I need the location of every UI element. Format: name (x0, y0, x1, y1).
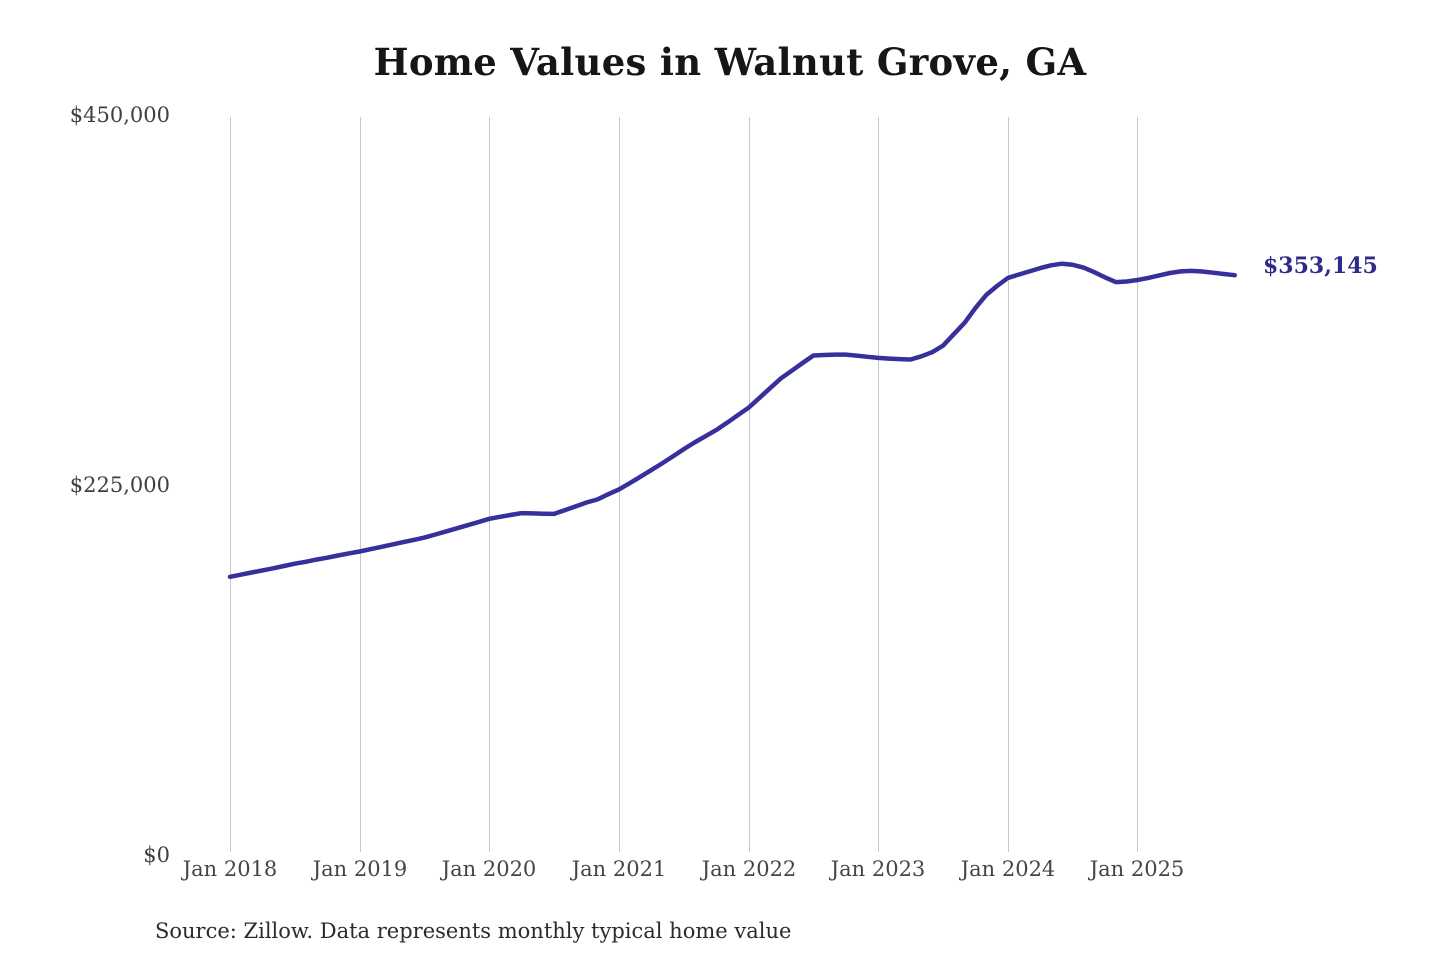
gridline (878, 117, 879, 852)
x-axis-tick-jan-2018: Jan 2018 (182, 857, 278, 881)
home-value-line-path (227, 261, 1237, 580)
latest-value-label: $353,145 (1263, 253, 1378, 279)
x-axis-tick-jan-2019: Jan 2019 (312, 857, 408, 881)
x-axis-tick-jan-2022: Jan 2022 (701, 857, 797, 881)
x-axis-tick-jan-2024: Jan 2024 (960, 857, 1056, 881)
gridline (749, 117, 750, 852)
y-axis-tick-450000: $450,000 (69, 103, 170, 127)
gridline (489, 117, 490, 852)
gridline (1008, 117, 1009, 852)
chart-title: Home Values in Walnut Grove, GA (373, 40, 1087, 84)
gridline (1137, 117, 1138, 852)
x-axis-tick-jan-2025: Jan 2025 (1089, 857, 1185, 881)
gridline (230, 117, 231, 852)
x-axis-tick-jan-2021: Jan 2021 (571, 857, 667, 881)
source-note: Source: Zillow. Data represents monthly … (155, 919, 792, 943)
x-axis-tick-jan-2020: Jan 2020 (441, 857, 537, 881)
x-axis-tick-jan-2023: Jan 2023 (830, 857, 926, 881)
y-axis-tick-225000: $225,000 (69, 473, 170, 497)
gridline (360, 117, 361, 852)
gridline (619, 117, 620, 852)
y-axis-tick-0: $0 (143, 843, 170, 867)
